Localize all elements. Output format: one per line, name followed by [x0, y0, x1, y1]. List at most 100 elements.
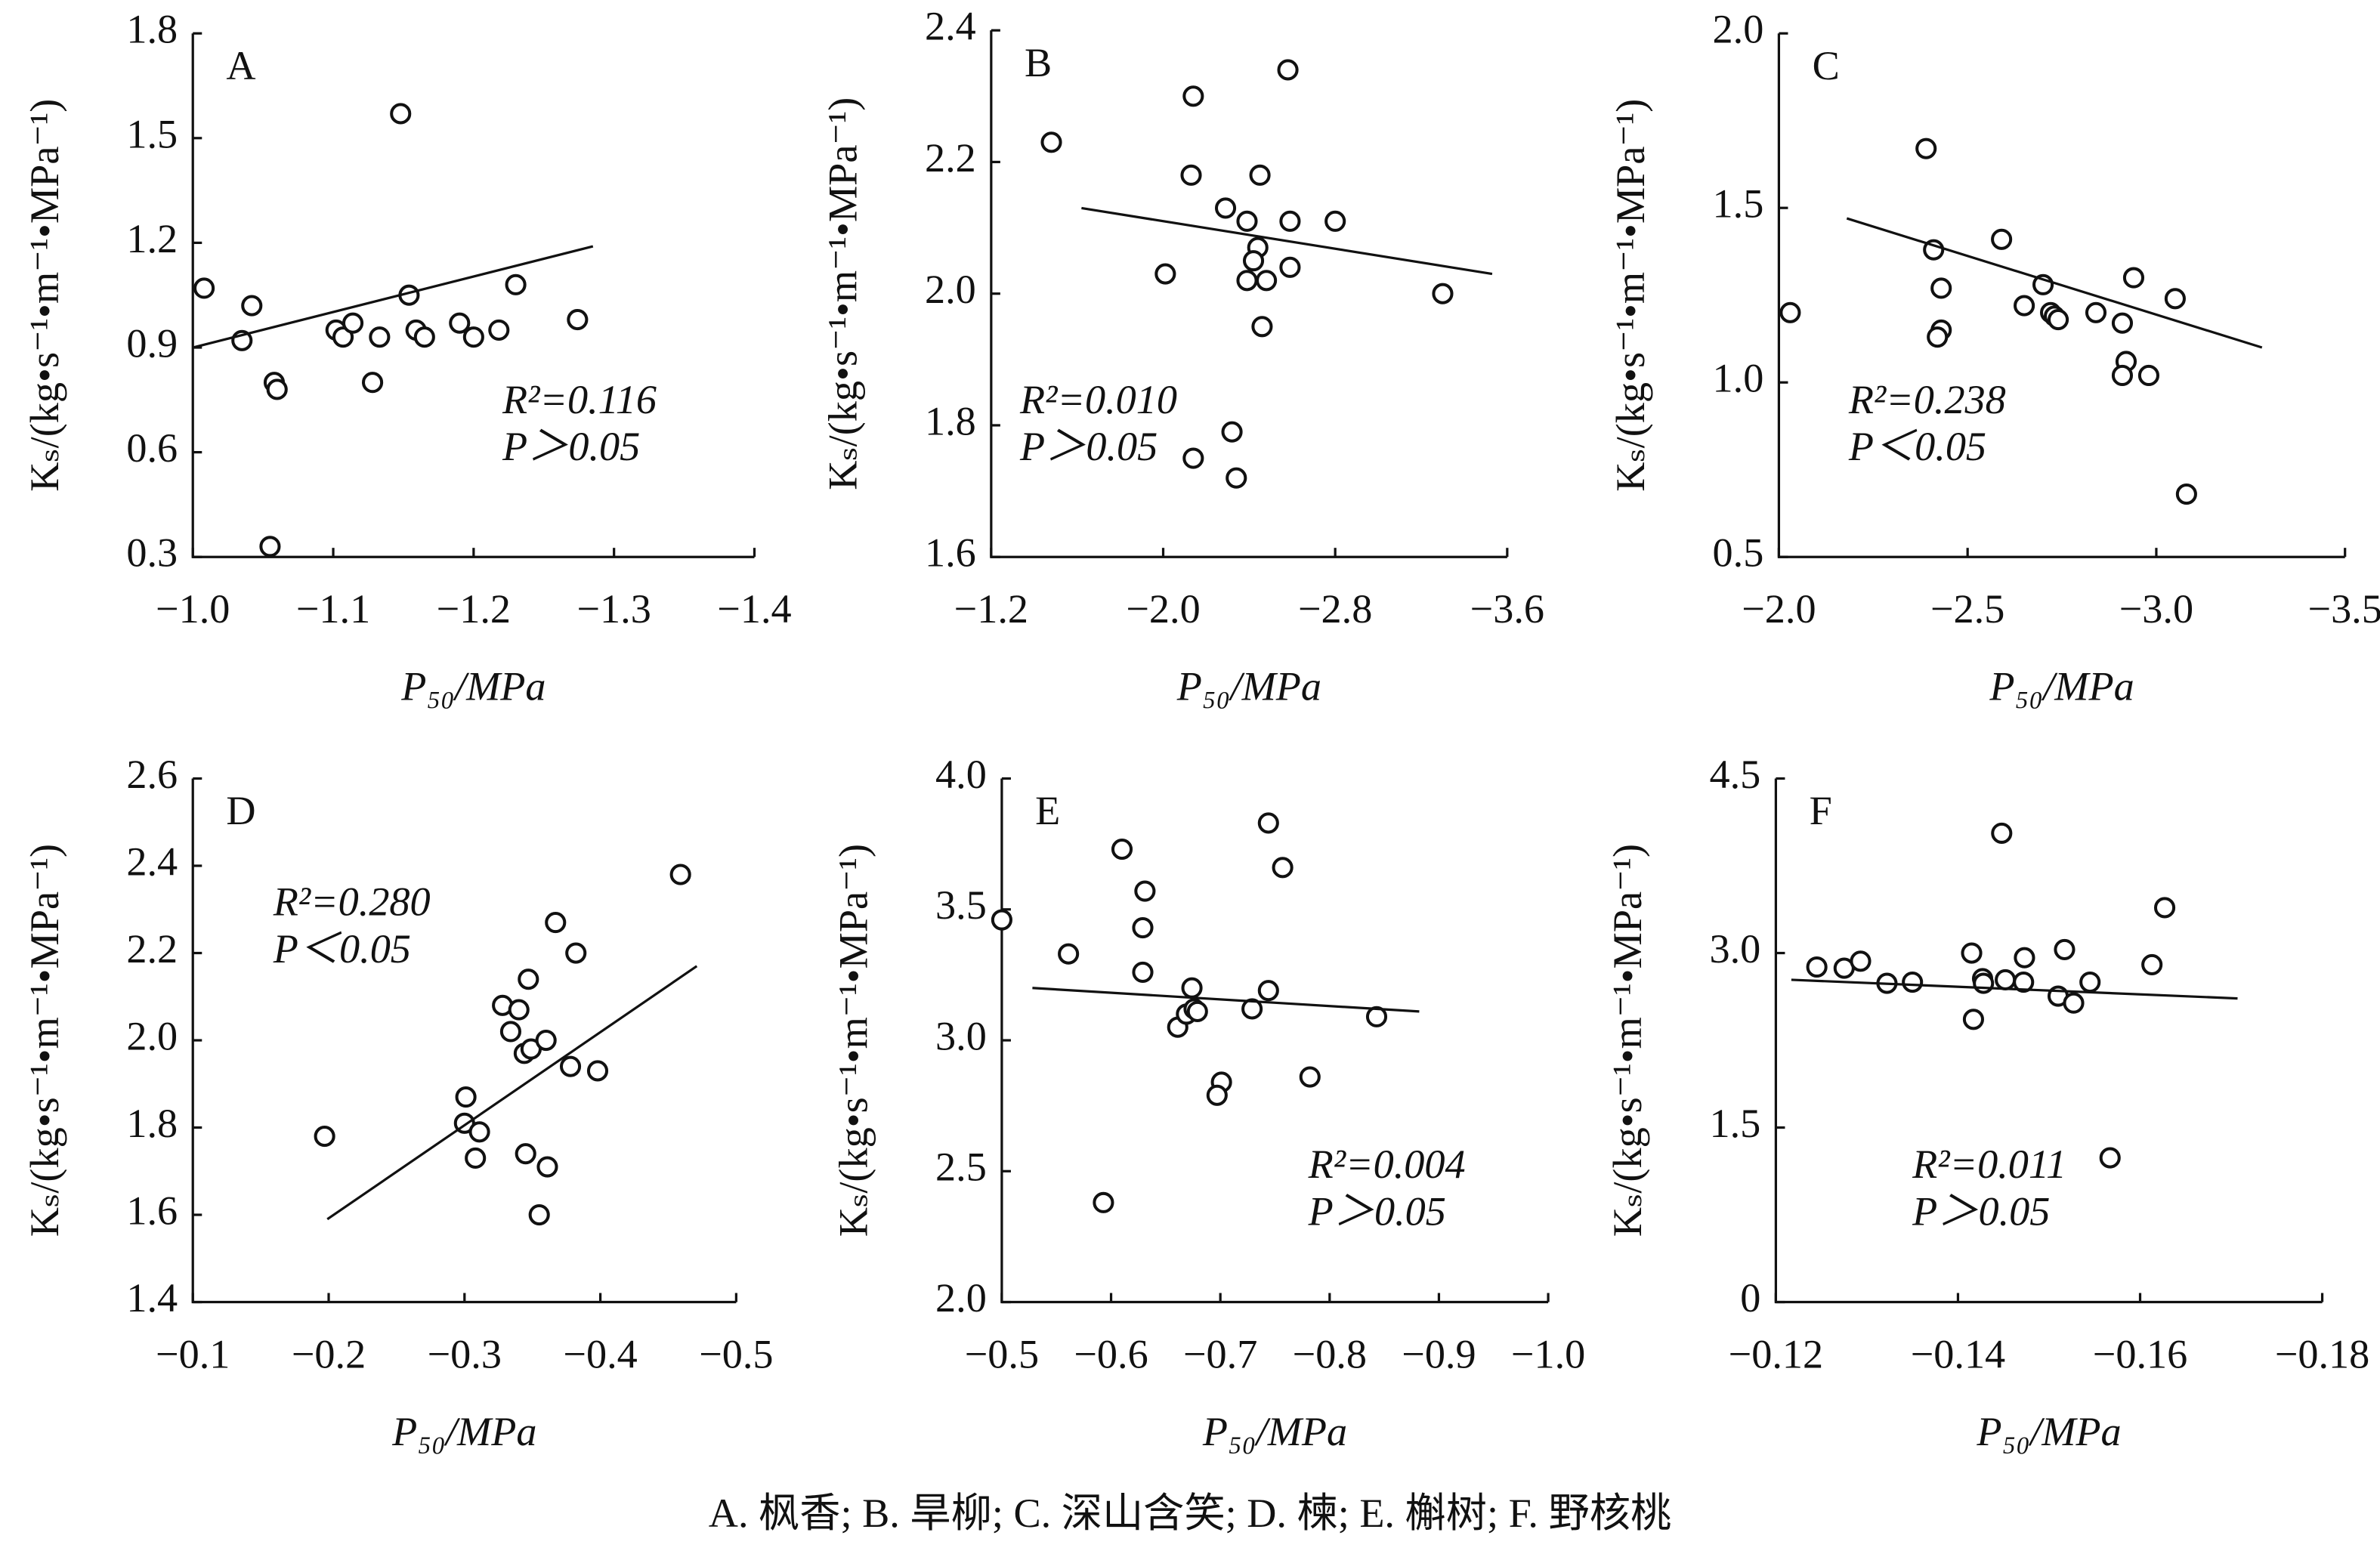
trend-line: [326, 965, 698, 1221]
y-tick-label: 1.4: [126, 1275, 178, 1321]
y-tick-label: 0.3: [126, 530, 178, 576]
point: [518, 969, 539, 990]
point: [1182, 447, 1204, 469]
annotation: R²=0.011: [1912, 1142, 2066, 1187]
axes: [1777, 33, 2345, 558]
x-tick-label: −1.0: [1511, 1331, 1585, 1376]
point: [1226, 467, 1247, 489]
point: [1040, 131, 1062, 153]
y-tick-label: 2.6: [126, 752, 178, 797]
point: [1902, 971, 1924, 993]
x-axis-label: P₅₀/MPa: [1202, 1409, 1347, 1454]
point: [1961, 942, 1983, 964]
point: [1236, 210, 1258, 232]
y-tick-label: 1.5: [1713, 181, 1764, 227]
point: [468, 1121, 490, 1143]
point: [2063, 992, 2085, 1014]
panel-label: E: [1035, 788, 1060, 833]
caption: A. 枫香; B. 旱柳; C. 深山含笑; D. 楝; E. 槲树; F. 野…: [709, 1491, 1671, 1536]
x-axis-label: P₅₀/MPa: [391, 1409, 536, 1454]
point: [586, 1060, 609, 1082]
y-tick-label: 1.6: [925, 530, 976, 576]
point: [545, 912, 567, 934]
y-tick-label: 0.9: [126, 320, 178, 366]
x-tick-label: −0.5: [965, 1331, 1039, 1376]
point: [2164, 288, 2186, 310]
y-axis-label: Kₛ/(kg•s⁻¹•m⁻¹•MPa⁻¹): [22, 99, 67, 492]
point: [1257, 812, 1279, 834]
y-tick-label: 4.5: [1710, 752, 1761, 797]
annotation: P＜0.05: [1848, 424, 1986, 469]
point: [1277, 59, 1299, 81]
point: [1272, 857, 1294, 879]
x-axis-label: P₅₀/MPa: [1989, 663, 2134, 709]
x-tick-label: −0.12: [1729, 1331, 1823, 1376]
y-tick-label: 1.5: [1710, 1101, 1761, 1146]
point: [1182, 85, 1204, 107]
x-axis-label: P₅₀/MPa: [1176, 663, 1321, 709]
point: [1279, 256, 1301, 278]
point: [1134, 880, 1156, 902]
point: [1111, 839, 1133, 860]
point: [332, 326, 354, 348]
point: [1181, 977, 1203, 999]
point: [2153, 897, 2176, 919]
point: [488, 319, 510, 341]
y-tick-label: 0.6: [126, 425, 178, 471]
point: [1973, 972, 1995, 994]
y-tick-label: 2.0: [1713, 7, 1764, 52]
point: [1927, 326, 1949, 348]
axes: [990, 30, 1507, 558]
y-tick-label: 1.2: [126, 216, 178, 261]
y-tick-label: 2.2: [925, 135, 976, 181]
annotation: R²=0.116: [502, 377, 657, 422]
point: [449, 312, 471, 334]
point: [1206, 1084, 1228, 1106]
y-axis-label: Kₛ/(kg•s⁻¹•m⁻¹•MPa⁻¹): [1605, 844, 1650, 1237]
point: [1132, 961, 1154, 983]
axes: [191, 778, 737, 1304]
annotation: R²=0.238: [1848, 377, 2006, 422]
point: [1432, 283, 1454, 304]
y-tick-label: 4.0: [935, 752, 987, 797]
point: [2111, 312, 2134, 334]
y-axis-label: Kₛ/(kg•s⁻¹•m⁻¹•MPa⁻¹): [22, 844, 67, 1237]
point: [1251, 316, 1273, 338]
panel: 2.0 2.5 3.0 3.5 4.0 −0.5 −0.6 −0.7 −0.8 −0.9 −1.0 P…: [831, 752, 1586, 1454]
panel-label: F: [1810, 788, 1832, 833]
point: [1257, 980, 1279, 1002]
point: [1249, 164, 1271, 186]
point: [390, 103, 412, 125]
point: [2014, 947, 2035, 969]
point: [1214, 197, 1237, 219]
y-tick-label: 1.8: [126, 7, 178, 52]
point: [362, 372, 384, 394]
point: [1221, 421, 1243, 443]
x-axis-label: P₅₀/MPa: [1976, 1409, 2121, 1454]
point: [1365, 1006, 1388, 1027]
annotation: P＞0.05: [1019, 424, 1158, 469]
x-tick-label: −2.8: [1298, 586, 1372, 632]
point: [1154, 263, 1176, 285]
x-tick-label: −3.5: [2308, 586, 2380, 632]
x-tick-label: −0.3: [428, 1331, 502, 1376]
point: [455, 1086, 477, 1108]
x-tick-label: −3.0: [2119, 586, 2193, 632]
y-tick-label: 1.5: [126, 111, 178, 156]
x-tick-label: −1.2: [437, 586, 511, 632]
point: [413, 326, 435, 348]
point: [567, 308, 589, 331]
point: [2054, 938, 2076, 960]
point: [1962, 1009, 1984, 1030]
x-tick-label: −3.6: [1470, 586, 1544, 632]
point: [1324, 210, 1346, 232]
annotation: P＞0.05: [502, 424, 640, 469]
x-tick-label: −0.5: [699, 1331, 773, 1376]
panel: 0.5 1.0 1.5 2.0 −2.0 −2.5 −3.0 −3.5 P₅₀/MPa Kₛ/(k…: [1608, 7, 2380, 709]
x-tick-label: −0.16: [2093, 1331, 2187, 1376]
x-tick-label: −0.2: [292, 1331, 366, 1376]
point: [1132, 916, 1154, 939]
x-tick-label: −0.18: [2275, 1331, 2369, 1376]
point: [2137, 364, 2160, 387]
